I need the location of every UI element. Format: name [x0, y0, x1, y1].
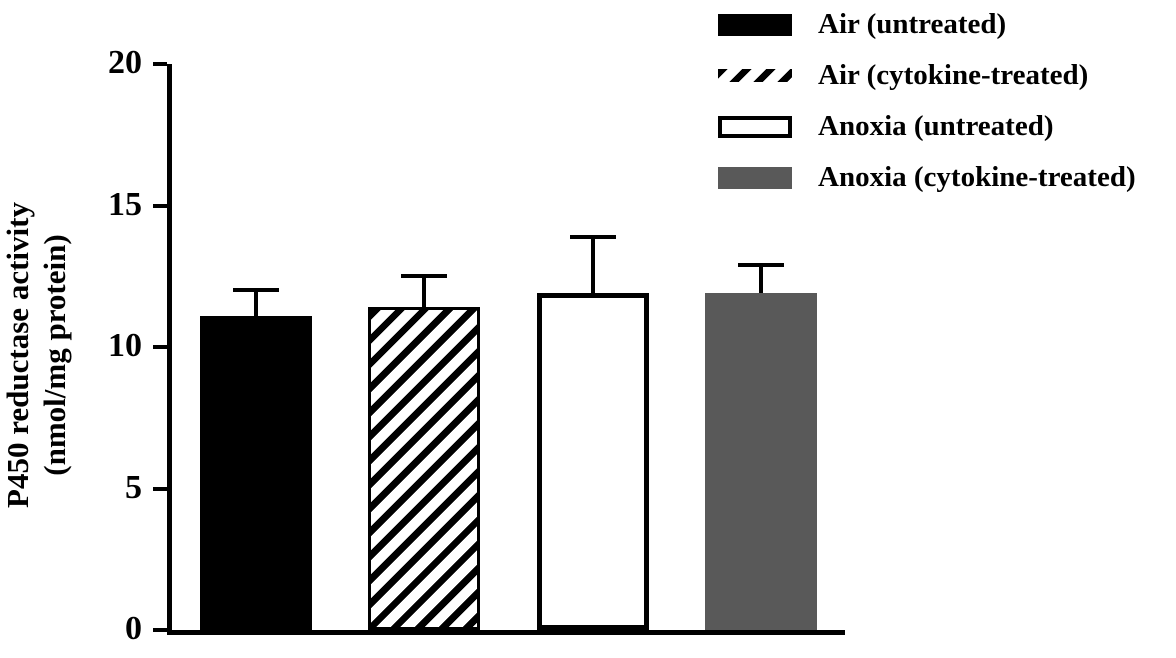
y-tick [153, 345, 167, 349]
legend-swatch-gray [718, 166, 792, 189]
y-tick [153, 62, 167, 66]
bar-solid-black [200, 315, 313, 630]
legend-swatch-hatched [718, 69, 792, 82]
y-tick-label: 5 [125, 468, 142, 506]
y-axis-label-line1: P450 reductase activity [0, 202, 35, 508]
legend-swatch-solid-black [718, 13, 792, 36]
bar-white-outline [536, 293, 649, 630]
y-tick-label: 0 [125, 610, 142, 648]
error-bar-stem [590, 236, 595, 294]
legend-entry: Air (untreated) [718, 8, 1006, 41]
bar-hatched [368, 307, 481, 630]
y-tick-label: 10 [108, 327, 142, 365]
legend-label: Anoxia (untreated) [818, 110, 1054, 142]
y-axis-label: P450 reductase activity (nmol/mg protein… [0, 115, 84, 595]
error-bar-stem [422, 276, 427, 308]
legend-label: Anoxia (cytokine-treated) [818, 161, 1136, 193]
error-bar-cap [569, 234, 616, 239]
error-bar-stem [758, 264, 763, 294]
legend: Air (untreated) Air (cytokine-treated) Ano… [712, 4, 1176, 219]
legend-entry: Anoxia (cytokine-treated) [718, 161, 1136, 194]
y-tick [153, 486, 167, 491]
y-tick [153, 203, 167, 208]
y-tick-label: 15 [108, 185, 142, 223]
y-axis-label-line2: (nmol/mg protein) [36, 234, 72, 476]
legend-swatch-white-outline [718, 115, 792, 138]
x-axis-line [167, 630, 845, 635]
bar-gray [704, 293, 817, 630]
y-tick [153, 628, 167, 632]
error-bar-stem [254, 290, 259, 316]
y-axis-line [167, 64, 172, 635]
legend-label: Air (cytokine-treated) [818, 59, 1089, 91]
error-bar-cap [737, 262, 784, 267]
legend-entry: Air (cytokine-treated) [718, 59, 1088, 92]
error-bar-cap [233, 288, 280, 293]
error-bar-cap [401, 274, 448, 279]
legend-label: Air (untreated) [818, 8, 1007, 40]
legend-entry: Anoxia (untreated) [718, 110, 1053, 143]
y-tick-label: 20 [108, 44, 142, 82]
